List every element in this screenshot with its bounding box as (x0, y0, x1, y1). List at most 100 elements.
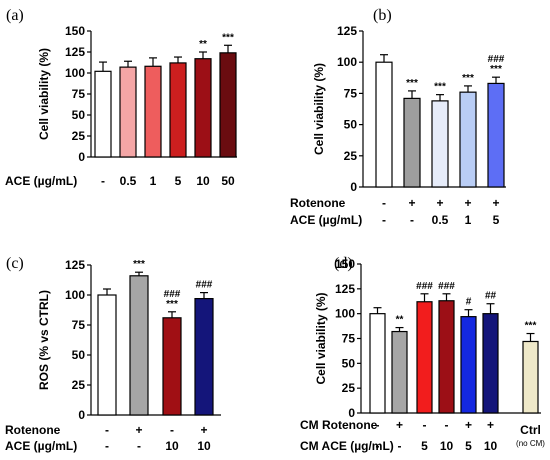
y-tick-label: 75 (342, 332, 356, 346)
treatment-value: 5 (421, 439, 428, 453)
treatment-value: + (492, 196, 499, 210)
treatment-row-label: CM ACE (µg/mL) (300, 439, 394, 453)
significance-mark: *** (434, 82, 446, 93)
treatment-value: - (382, 196, 386, 210)
bar (219, 52, 237, 158)
significance-mark: *** (462, 73, 474, 84)
bar (460, 316, 477, 414)
treatment-value: + (135, 423, 142, 437)
significance-mark: ### (196, 280, 213, 291)
y-tick-label: 0 (78, 408, 85, 422)
treatment-value: + (396, 418, 403, 432)
y-tick-label: 0 (78, 150, 85, 164)
y-tick-label: 25 (72, 378, 86, 392)
bar (97, 294, 117, 416)
bar (375, 61, 393, 188)
bar (459, 91, 477, 188)
ctrl-label: Ctrl (520, 423, 541, 437)
y-tick-label: 100 (337, 55, 357, 69)
treatment-value: 10 (440, 439, 454, 453)
treatment-value: 50 (221, 174, 235, 188)
y-tick-label: 50 (72, 348, 86, 362)
y-tick-label: 25 (342, 381, 356, 395)
bar (438, 300, 455, 414)
significance-mark: # (466, 297, 472, 308)
treatment-value: - (376, 418, 380, 432)
treatment-value: 5 (465, 439, 472, 453)
treatment-value: - (398, 439, 402, 453)
treatment-value: + (200, 423, 207, 437)
y-axis-label: Cell viability (%) (37, 48, 51, 140)
treatment-value: - (376, 439, 380, 453)
significance-mark: ** (396, 315, 404, 326)
significance-mark: *** (222, 32, 234, 43)
significance-mark: ### (416, 281, 433, 292)
treatment-value: 10 (196, 174, 210, 188)
y-tick-label: 25 (72, 129, 86, 143)
treatment-value: + (464, 196, 471, 210)
significance-mark: ### (438, 281, 455, 292)
treatment-value: + (436, 196, 443, 210)
bar (431, 100, 449, 188)
panel-label: (a) (6, 7, 24, 24)
y-tick-label: 125 (337, 24, 357, 38)
treatment-row-label: ACE (µg/mL) (290, 213, 362, 227)
treatment-value: - (382, 213, 386, 227)
significance-mark: *** (490, 64, 502, 75)
y-axis-label: ROS (% vs CTRL) (37, 290, 51, 390)
bar (194, 298, 214, 416)
treatment-value: - (445, 418, 449, 432)
bar (416, 301, 433, 414)
treatment-row-label: Rotenone (290, 196, 346, 210)
bar (391, 330, 408, 414)
y-axis-label: Cell viability (%) (314, 292, 328, 384)
treatment-value: + (465, 418, 472, 432)
treatment-value: 0.5 (120, 174, 137, 188)
y-tick-label: 125 (65, 45, 85, 59)
significance-mark: ### (488, 54, 505, 65)
treatment-value: - (423, 418, 427, 432)
y-tick-label: 25 (344, 149, 358, 163)
y-tick-label: 0 (348, 406, 355, 420)
treatment-value: + (487, 418, 494, 432)
y-axis-label: Cell viability (%) (312, 63, 326, 155)
panel-label: (c) (6, 255, 24, 272)
treatment-value: 10 (197, 439, 211, 453)
treatment-value: - (137, 439, 141, 453)
treatment-value: - (101, 174, 105, 188)
y-tick-label: 75 (344, 86, 358, 100)
treatment-value: 1 (465, 213, 472, 227)
treatment-value: 1 (150, 174, 157, 188)
treatment-row-label: CM Rotenone (300, 418, 378, 432)
y-tick-label: 50 (342, 356, 356, 370)
y-tick-label: 150 (335, 257, 355, 271)
bar (162, 317, 182, 416)
treatment-row-label: Rotenone (5, 423, 61, 437)
treatment-value: - (410, 213, 414, 227)
treatment-value: 5 (493, 213, 500, 227)
y-tick-label: 125 (335, 282, 355, 296)
treatment-value: 10 (484, 439, 498, 453)
panel-label: (b) (373, 7, 392, 24)
treatment-value: 5 (175, 174, 182, 188)
treatment-value: - (105, 423, 109, 437)
panel-2: (b) 0 25 50 75 100 125 Cell viability (%) *** ***… (290, 7, 506, 227)
ctrl-note: (no CM) (516, 439, 545, 448)
bar (129, 275, 149, 416)
y-tick-label: 100 (65, 66, 85, 80)
bar (403, 97, 421, 188)
significance-mark: *** (525, 321, 537, 332)
treatment-value: 0.5 (432, 213, 449, 227)
bar (194, 58, 212, 158)
bar (169, 62, 187, 158)
bar (522, 340, 539, 414)
y-tick-label: 75 (72, 318, 86, 332)
treatment-value: + (408, 196, 415, 210)
significance-mark: ## (485, 291, 497, 302)
significance-mark: ** (199, 39, 207, 50)
significance-mark: *** (166, 299, 178, 310)
y-tick-label: 50 (344, 118, 358, 132)
